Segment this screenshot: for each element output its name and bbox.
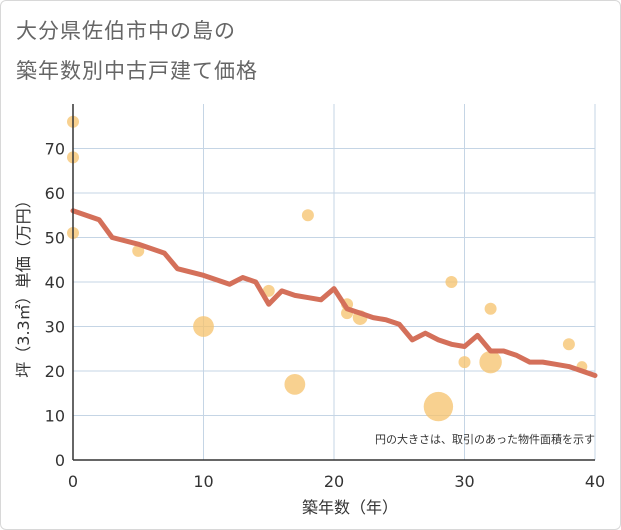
y-axis-label: 坪（3.3㎡）単価（万円） [14,192,33,377]
grid-layer [73,104,596,460]
axis-layer: 0 10 20 30 40 0 10 20 30 40 50 60 70 [45,104,605,491]
data-point [301,209,314,222]
data-point [445,276,458,288]
size-note: 円の大きさは、取引のあった物件面積を示す [375,432,595,446]
data-point [562,338,575,351]
x-axis-label: 築年数（年） [302,498,398,517]
y-tick-label: 60 [45,184,65,203]
y-tick-label: 40 [45,273,65,292]
x-tick-label: 20 [324,472,344,491]
y-tick-label: 20 [45,362,65,381]
y-tick-label: 10 [45,407,65,426]
data-point [423,391,454,422]
x-tick-label: 0 [68,472,78,491]
data-point [193,316,214,337]
x-tick-label: 30 [454,472,474,491]
data-point [479,350,502,374]
y-tick-label: 70 [45,140,65,159]
data-point [484,302,497,315]
trend-layer [70,208,598,378]
x-tick-label: 10 [193,472,213,491]
y-tick-label: 0 [55,451,65,470]
y-tick-label: 50 [45,229,65,248]
chart-title-line2: 築年数別中古戸建て価格 [16,59,258,83]
chart-title-line1: 大分県佐伯市中の島の [16,19,236,43]
data-point [458,356,471,369]
y-tick-label: 30 [45,318,65,337]
bubble-layer [67,115,588,422]
data-point [262,284,275,297]
x-tick-label: 40 [585,472,605,491]
data-point [284,373,306,395]
trend-line [70,208,598,378]
data-point [132,244,145,257]
